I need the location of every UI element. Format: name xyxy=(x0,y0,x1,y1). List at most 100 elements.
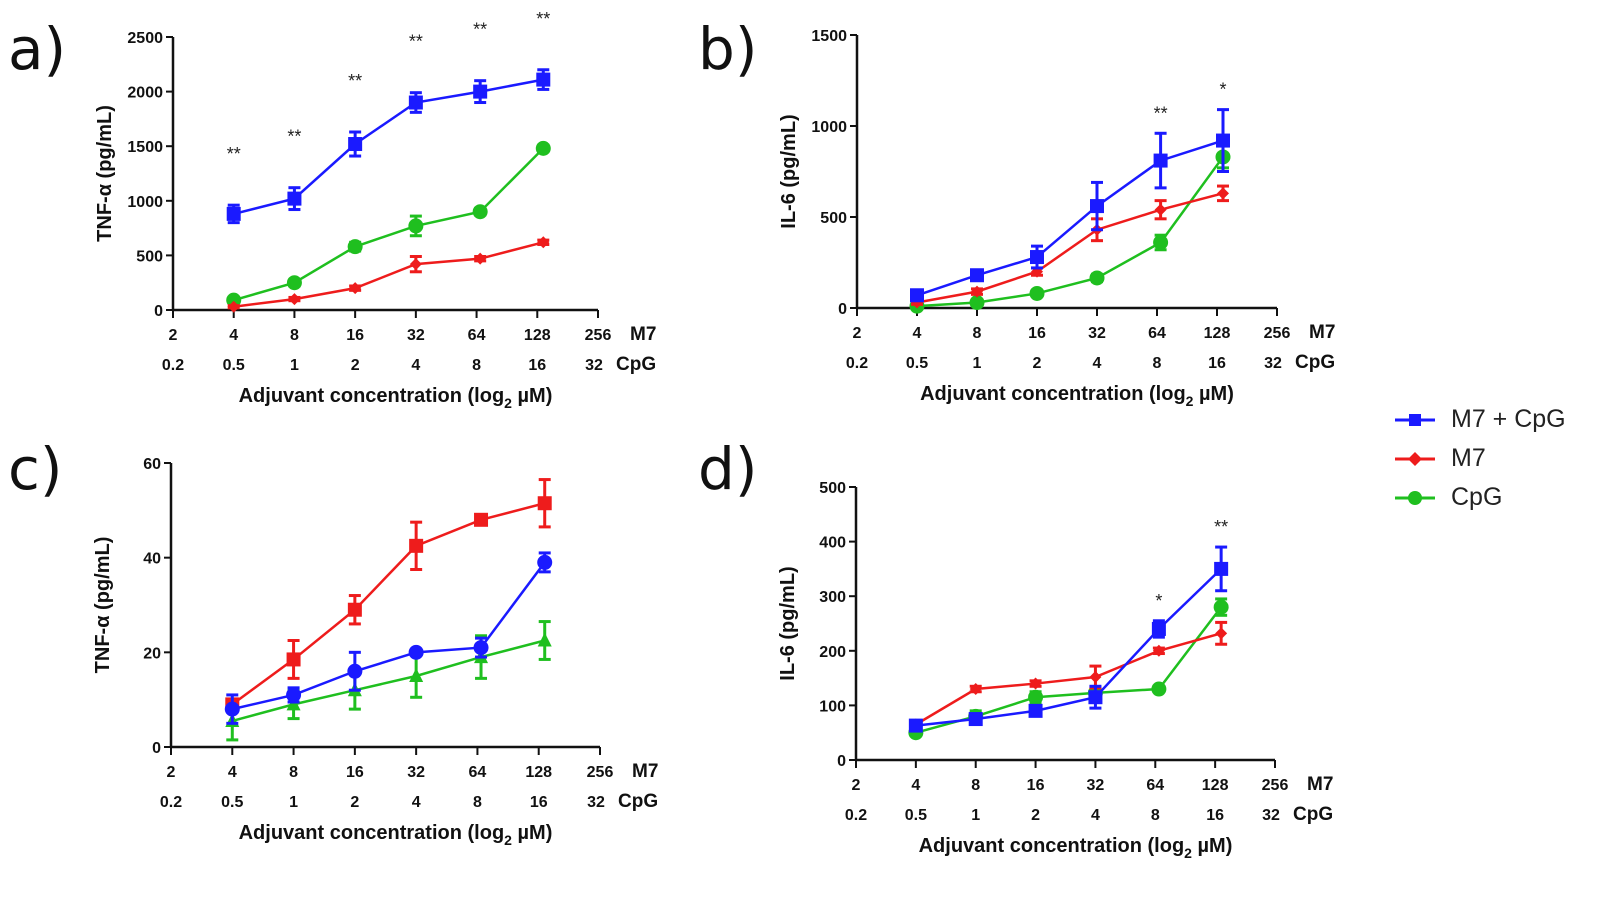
data-point-square xyxy=(537,496,552,511)
data-point-circle xyxy=(969,295,985,311)
data-point-circle xyxy=(408,644,424,660)
panel-label-a: a) xyxy=(8,15,67,83)
chart-panel-b: 0 500 1000 1500 IL-6 (pg/mL) 2 0.2 4 0.5 8 1 16 2 32 4… xyxy=(778,28,1335,409)
series-line-cpg xyxy=(916,156,1225,308)
x-tick-label-cpg: 0.5 xyxy=(905,807,927,824)
data-point-circle xyxy=(226,292,242,308)
chart-panel-d: 0 100 200 300 400 500 IL-6 (pg/mL) 2 0.2 4 0.5 8 1 16… xyxy=(777,480,1333,861)
data-point-circle xyxy=(1089,270,1105,286)
x-row-label-cpg: CpG xyxy=(1295,352,1335,373)
x-tick-label-m7: 8 xyxy=(289,764,298,781)
data-point-circle xyxy=(347,663,363,679)
x-tick-label-m7: 4 xyxy=(913,325,922,342)
data-point-circle xyxy=(1029,285,1045,301)
y-tick-label: 60 xyxy=(143,456,161,473)
y-tick-label: 500 xyxy=(819,480,846,497)
y-tick-label: 2500 xyxy=(127,30,163,47)
legend-swatch-m7 xyxy=(1395,451,1435,466)
x-tick-label-cpg: 2 xyxy=(351,357,360,374)
series-m7-cpg xyxy=(910,108,1230,303)
x-row-label-cpg: CpG xyxy=(616,354,656,375)
legend-item-m7: M7 xyxy=(1395,439,1566,478)
data-point-diamond xyxy=(227,300,240,313)
x-axis-title: Adjuvant concentration (log2 µM) xyxy=(239,385,553,411)
x-axis-title: Adjuvant concentration (log2 µM) xyxy=(919,835,1233,861)
x-tick-label-m7: 32 xyxy=(1087,777,1105,794)
x-tick-label-cpg: 8 xyxy=(1151,807,1160,824)
x-row-label-m7: M7 xyxy=(1307,774,1333,795)
data-point-diamond xyxy=(1154,203,1167,216)
x-tick-label-cpg: 4 xyxy=(1091,807,1100,824)
significance-annotation: ** xyxy=(348,71,362,91)
data-point-square xyxy=(408,95,423,110)
series-line-m7-cpg xyxy=(915,568,1223,727)
x-tick-label-cpg: 8 xyxy=(472,357,481,374)
data-point-circle xyxy=(286,275,302,291)
significance-annotation: ** xyxy=(1214,517,1228,537)
data-point-diamond xyxy=(1152,644,1165,657)
series-cpg xyxy=(226,140,551,308)
legend-item-cpg: CpG xyxy=(1395,478,1566,517)
x-tick-label-m7: 128 xyxy=(524,327,551,344)
significance-annotation: ** xyxy=(536,9,550,29)
x-tick-label-cpg: 8 xyxy=(473,794,482,811)
series-line-cpg xyxy=(915,606,1223,734)
data-point-square xyxy=(536,72,551,87)
data-point-square xyxy=(1028,703,1043,718)
data-point-diamond xyxy=(1217,187,1229,200)
y-tick-label: 1500 xyxy=(811,28,847,45)
x-tick-label-cpg: 32 xyxy=(587,794,605,811)
y-tick-label: 40 xyxy=(143,551,161,568)
data-point-circle xyxy=(224,701,240,717)
x-tick-label-m7: 16 xyxy=(1028,325,1046,342)
series-line-m7 xyxy=(233,241,544,308)
series-line-m7-cpg xyxy=(233,78,544,216)
x-tick-label-cpg: 2 xyxy=(1033,355,1042,372)
series-line-m7-cpg xyxy=(916,139,1224,297)
significance-annotation: ** xyxy=(287,127,301,147)
x-tick-label-m7: 256 xyxy=(585,327,612,344)
series-line-cpg xyxy=(233,147,545,302)
x-tick-label-m7: 256 xyxy=(587,764,614,781)
x-tick-label-m7: 8 xyxy=(971,777,980,794)
data-point-square xyxy=(409,538,424,553)
data-point-square xyxy=(910,288,924,303)
data-point-triangle xyxy=(537,632,552,647)
data-point-square xyxy=(348,137,363,152)
x-tick-label-cpg: 1 xyxy=(290,357,299,374)
series-m7 xyxy=(225,478,552,712)
x-row-label-m7: M7 xyxy=(1309,322,1335,343)
data-point-square xyxy=(1090,199,1104,214)
data-point-circle xyxy=(535,140,551,156)
significance-annotation: ** xyxy=(473,20,487,40)
x-tick-label-cpg: 32 xyxy=(1262,807,1280,824)
data-point-diamond xyxy=(288,293,301,306)
y-tick-label: 1500 xyxy=(127,139,163,156)
data-point-square xyxy=(1214,561,1229,576)
x-axis-title: Adjuvant concentration (log2 µM) xyxy=(239,822,553,848)
x-tick-label-m7: 2 xyxy=(169,327,178,344)
x-axis-title: Adjuvant concentration (log2 µM) xyxy=(920,383,1234,409)
x-tick-label-cpg: 1 xyxy=(971,807,980,824)
x-tick-label-cpg: 16 xyxy=(1208,355,1226,372)
x-tick-label-m7: 256 xyxy=(1262,777,1289,794)
x-tick-label-cpg: 1 xyxy=(973,355,982,372)
x-tick-label-cpg: 0.5 xyxy=(223,357,245,374)
data-point-square xyxy=(1216,133,1230,148)
data-point-circle xyxy=(286,687,302,703)
data-point-square xyxy=(968,712,983,727)
x-tick-label-cpg: 2 xyxy=(1031,807,1040,824)
data-point-square xyxy=(1153,153,1168,168)
x-tick-label-m7: 64 xyxy=(1146,777,1164,794)
legend-label-m7-cpg: M7 + CpG xyxy=(1451,405,1566,433)
series-line-m7 xyxy=(916,192,1224,304)
y-tick-label: 2000 xyxy=(127,85,163,102)
x-tick-label-cpg: 16 xyxy=(1206,807,1224,824)
y-axis-title: IL-6 (pg/mL) xyxy=(777,566,799,680)
x-tick-label-cpg: 0.2 xyxy=(846,355,868,372)
y-tick-label: 300 xyxy=(819,589,846,606)
x-row-label-cpg: CpG xyxy=(1293,804,1333,825)
data-point-circle xyxy=(1151,681,1167,697)
significance-annotation: * xyxy=(1155,591,1162,611)
x-tick-label-cpg: 16 xyxy=(528,357,546,374)
